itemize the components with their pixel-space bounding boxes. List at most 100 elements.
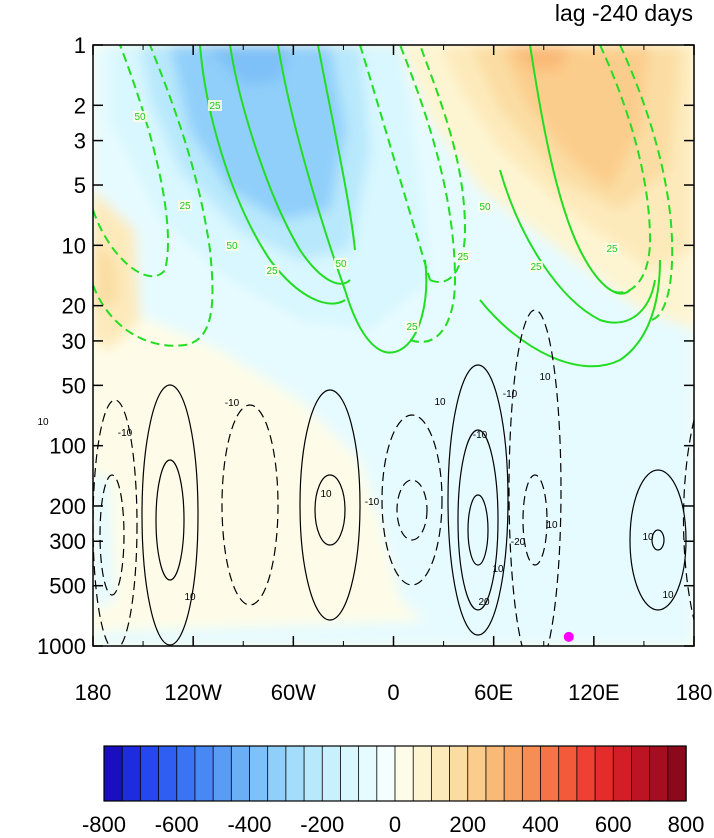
green-label-bg [405, 321, 419, 332]
black-contour-label: 10 [662, 590, 674, 601]
black-dashed-1b [99, 474, 125, 596]
green-contour-label: 25 [606, 244, 618, 255]
colorbar-swatch [103, 745, 123, 802]
colorbar-swatch [212, 745, 233, 802]
green-solid-5 [529, 45, 631, 295]
green-solid-7 [479, 259, 661, 368]
colorbar-swatch [430, 745, 451, 802]
y-tick-label: 20 [62, 294, 86, 319]
neg-core-2 [205, 45, 290, 85]
colorbar-swatch [521, 745, 542, 802]
green-contour-label: 25 [406, 322, 418, 333]
colorbar-tick-label: 400 [522, 812, 559, 837]
colorbar-swatch [412, 745, 433, 802]
x-tick-label: 120W [164, 680, 222, 705]
colorbar-tick-label: 200 [449, 812, 486, 837]
black-contour-label: 10 [642, 532, 654, 543]
black-contour-label: 20 [478, 597, 490, 608]
green-contour-label: 50 [479, 202, 491, 213]
black-dashed-2 [221, 404, 279, 606]
black-contour-label: -20 [511, 537, 526, 548]
colorbar-tick-label: -200 [300, 812, 344, 837]
pos-west-lobe-2 [93, 240, 120, 310]
colorbar: -800 -600 -400 -200 0 200 400 600 800 [82, 745, 704, 837]
black-dashed-4b [522, 474, 548, 566]
green-contour-label: 25 [530, 262, 542, 273]
colorbar-swatch [267, 745, 287, 802]
neg-lower [380, 400, 694, 640]
green-label-bg [334, 258, 348, 269]
green-solid-6 [499, 169, 656, 324]
green-dashed-6 [599, 45, 652, 294]
green-dashed-2 [93, 45, 169, 278]
colorbar-swatch [139, 745, 160, 802]
green-contour-label: 50 [134, 112, 146, 123]
black-contour-label: -10 [473, 430, 488, 441]
green-contour-label: 50 [226, 241, 238, 252]
colorbar-swatch [358, 745, 378, 802]
colorbar-swatch [485, 745, 505, 802]
chart-title: lag -240 days [555, 0, 693, 26]
black-dashed-3 [381, 414, 443, 586]
colorbar-swatch [467, 745, 487, 802]
y-tick-label: 50 [62, 373, 86, 398]
y-tick-label: 1000 [37, 634, 86, 659]
x-tick-label: 0 [387, 680, 399, 705]
black-contour-label: -10 [503, 389, 518, 400]
green-label-bg [456, 251, 470, 262]
black-solid-1b [155, 459, 185, 581]
colorbar-tick-label: -800 [82, 812, 126, 837]
colorbar-tick-label: -400 [227, 812, 271, 837]
colorbar-swatch [230, 745, 251, 802]
colorbar-swatch [121, 745, 142, 802]
green-contour-label: 50 [335, 259, 347, 270]
black-dashed-3b [396, 479, 428, 541]
black-contour-label: -10 [225, 398, 240, 409]
x-tick-label: 60W [271, 680, 316, 705]
green-dashed-3 [399, 45, 457, 343]
colorbar-swatch [631, 745, 651, 802]
black-contour-label: 10 [434, 397, 446, 408]
black-contours [93, 309, 694, 646]
colorbar-swatch [376, 745, 396, 802]
y-tick-label: 200 [49, 494, 86, 519]
green-solid-3 [277, 45, 428, 354]
black-solid-2b [314, 474, 346, 546]
colorbar-swatch [176, 745, 196, 802]
colorbar-swatch [321, 745, 342, 802]
green-label-bg [133, 111, 147, 122]
green-contour-label: 25 [266, 266, 278, 277]
black-contour-label: -10 [118, 428, 133, 439]
black-solid-4 [629, 469, 687, 611]
colorbar-swatch [285, 745, 305, 802]
colorbar-frame [103, 745, 687, 802]
x-axis: 180 120W 60W 0 60E 120E 180 [75, 45, 713, 705]
black-dashed-4 [508, 309, 562, 646]
colorbar-swatch [667, 745, 687, 802]
colorbar-tick-label: 0 [389, 812, 401, 837]
black-solid-3c [467, 494, 489, 566]
green-label-bg [265, 265, 279, 276]
location-marker [563, 631, 574, 642]
pos-west-lobe [93, 190, 140, 350]
colorbar-swatch [649, 745, 669, 802]
green-label-bg [225, 240, 239, 251]
y-tick-label: 100 [49, 434, 86, 459]
black-solid-3b [457, 429, 499, 611]
colorbar-swatch [612, 745, 633, 802]
colorbar-swatch [158, 745, 178, 802]
green-contour-labels: 50 25 25 50 25 50 25 25 50 25 25 [133, 100, 619, 333]
black-solid-4b [651, 529, 665, 551]
black-solid-3 [447, 364, 509, 636]
colorbar-swatch [594, 745, 614, 802]
colorbar-tick-label: -600 [155, 812, 199, 837]
pos-core-2 [510, 45, 570, 70]
black-solid-2 [299, 389, 361, 621]
green-contour-label: 25 [457, 252, 469, 263]
y-tick-label: 3 [74, 129, 86, 154]
green-label-bg [478, 201, 492, 212]
green-contours [93, 45, 674, 368]
colorbar-swatch [503, 745, 524, 802]
x-tick-label: 180 [676, 680, 713, 705]
